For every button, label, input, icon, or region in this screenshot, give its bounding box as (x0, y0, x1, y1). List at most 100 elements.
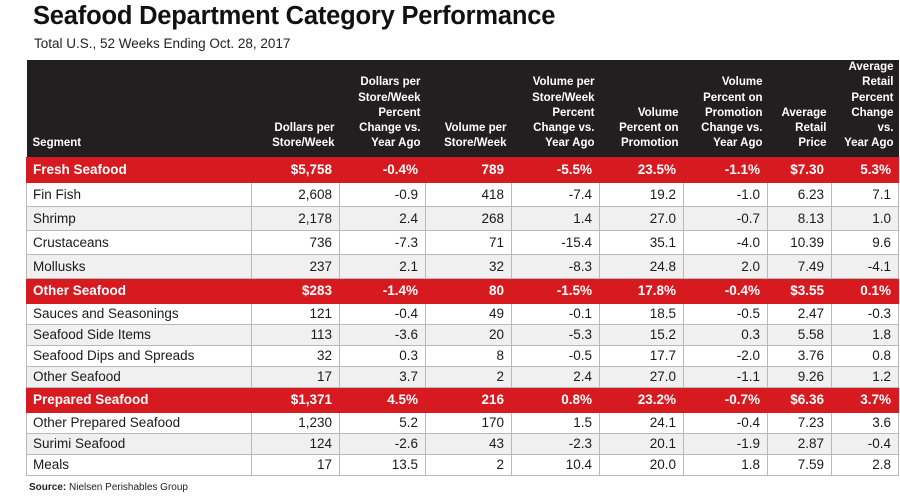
column-header-line: Change vs. (533, 122, 595, 135)
value-cell: 35.1 (599, 229, 684, 255)
value-cell: -7.3 (339, 229, 426, 255)
value-cell: -0.7 (683, 205, 768, 231)
source-note: Source: Nielsen Perishables Group (29, 482, 188, 493)
segment-name: Sauces and Seasonings (26, 302, 252, 325)
value-cell: 20 (425, 323, 512, 346)
column-header-line: Volume per (444, 122, 507, 135)
column-header-line: Store/Week (358, 91, 421, 104)
source-label: Source: (29, 482, 67, 493)
group-value-cell: -1.4% (339, 277, 426, 304)
table-row: Seafood Dips and Spreads 32 0.3 8 -0.5 17.7 -2… (26, 344, 899, 367)
value-cell: 71 (425, 229, 512, 255)
group-value-cell: -0.4% (683, 277, 768, 304)
value-cell: -0.4 (683, 411, 768, 434)
value-cell: 3.7 (339, 365, 426, 388)
value-cell: 2.8 (831, 453, 899, 476)
value-cell: 8 (425, 344, 512, 367)
value-cell: 49 (425, 302, 512, 325)
column-header-line: Volume per (532, 76, 595, 89)
column-header-line: Dollars per (274, 122, 335, 135)
value-cell: 5.58 (767, 323, 832, 346)
group-value-cell: $5,758 (251, 156, 340, 183)
value-cell: -3.6 (339, 323, 426, 346)
column-header-line: Store/Week (272, 137, 335, 150)
column-header-line: Retail (862, 76, 894, 89)
column-header: Volume Percent on Promotion Change vs. Year … (683, 60, 768, 158)
group-name: Other Seafood (26, 277, 252, 304)
value-cell: -0.9 (339, 181, 426, 207)
value-cell: 7.23 (767, 411, 832, 434)
column-header-line: Percent on (619, 122, 679, 135)
segment-name: Fin Fish (26, 181, 252, 207)
table-row: Sauces and Seasonings 121 -0.4 49 -0.1 18.5 -0… (26, 302, 899, 325)
value-cell: 237 (251, 253, 340, 279)
value-cell: 2,178 (251, 205, 340, 231)
column-header-line: Price (798, 137, 827, 150)
value-cell: -2.6 (339, 432, 426, 455)
table-row: Crustaceans 736 -7.3 71 -15.4 35.1 -4.0 10.39 9.… (26, 229, 899, 255)
table-row: Surimi Seafood 124 -2.6 43 -2.3 20.1 -1.9 2.87-… (26, 432, 899, 455)
value-cell: 1,230 (251, 411, 340, 434)
column-header: Volume per Store/Week (425, 60, 512, 158)
value-cell: 7.59 (767, 453, 832, 476)
column-header-line: Percent on (703, 91, 763, 104)
value-cell: 268 (425, 205, 512, 231)
column-header-line: Volume (637, 106, 679, 119)
group-value-cell: 789 (425, 156, 512, 183)
source-text: Nielsen Perishables Group (69, 482, 188, 493)
column-header-line: Volume (721, 76, 763, 89)
group-value-cell: $6.36 (767, 386, 832, 413)
group-value-cell: 4.5% (339, 386, 426, 413)
value-cell: 2.0 (683, 253, 768, 279)
value-cell: -0.5 (511, 344, 600, 367)
value-cell: 1.8 (831, 323, 899, 346)
group-name: Fresh Seafood (26, 156, 252, 183)
value-cell: 418 (425, 181, 512, 207)
value-cell: 2.4 (339, 205, 426, 231)
column-header: Average Retail Price (767, 60, 832, 158)
column-header-line: Promotion (705, 106, 763, 119)
value-cell: 3.76 (767, 344, 832, 367)
column-header-line: Store/Week (532, 91, 595, 104)
value-cell: -1.1 (683, 365, 768, 388)
value-cell: 2.1 (339, 253, 426, 279)
group-value-cell: $3.55 (767, 277, 832, 304)
column-header-line: Year Ago (545, 137, 595, 150)
segment-name: Shrimp (26, 205, 252, 231)
value-cell: -0.3 (831, 302, 899, 325)
value-cell: 3.6 (831, 411, 899, 434)
value-cell: -0.1 (511, 302, 600, 325)
column-header-line: Dollars per (360, 76, 421, 89)
table-row: Seafood Side Items 113 -3.6 20 -5.3 15.2 0.3 5.… (26, 323, 899, 346)
column-header-line: Year Ago (371, 137, 421, 150)
value-cell: 1.8 (683, 453, 768, 476)
value-cell: 10.4 (511, 453, 600, 476)
group-row: Prepared Seafood $1,371 4.5% 216 0.8% 23.2% -0… (26, 386, 899, 413)
value-cell: 0.3 (683, 323, 768, 346)
table-row: Shrimp 2,178 2.4 268 1.4 27.0 -0.7 8.13 1.0 (26, 205, 899, 231)
value-cell: 24.8 (599, 253, 684, 279)
value-cell: 15.2 (599, 323, 684, 346)
value-cell: 17 (251, 365, 340, 388)
segment-name: Meals (26, 453, 252, 476)
value-cell: 17.7 (599, 344, 684, 367)
value-cell: -8.3 (511, 253, 600, 279)
column-header-line: Percent (378, 106, 421, 119)
value-cell: -1.0 (683, 181, 768, 207)
table-header-row: Segment Dollars per Store/Week Dollars per S… (26, 60, 899, 158)
value-cell: 2 (425, 365, 512, 388)
group-value-cell: -1.1% (683, 156, 768, 183)
value-cell: 1.4 (511, 205, 600, 231)
group-value-cell: -0.7% (683, 386, 768, 413)
value-cell: 27.0 (599, 205, 684, 231)
value-cell: 736 (251, 229, 340, 255)
value-cell: 43 (425, 432, 512, 455)
page-subtitle: Total U.S., 52 Weeks Ending Oct. 28, 201… (34, 36, 291, 51)
column-header-line: Year Ago (713, 137, 763, 150)
value-cell: 170 (425, 411, 512, 434)
value-cell: 27.0 (599, 365, 684, 388)
column-header: Segment (26, 60, 252, 158)
table-row: Fin Fish 2,608 -0.9 418 -7.4 19.2 -1.0 6.23 7.1 (26, 181, 899, 207)
group-value-cell: $283 (251, 277, 340, 304)
value-cell: -0.5 (683, 302, 768, 325)
